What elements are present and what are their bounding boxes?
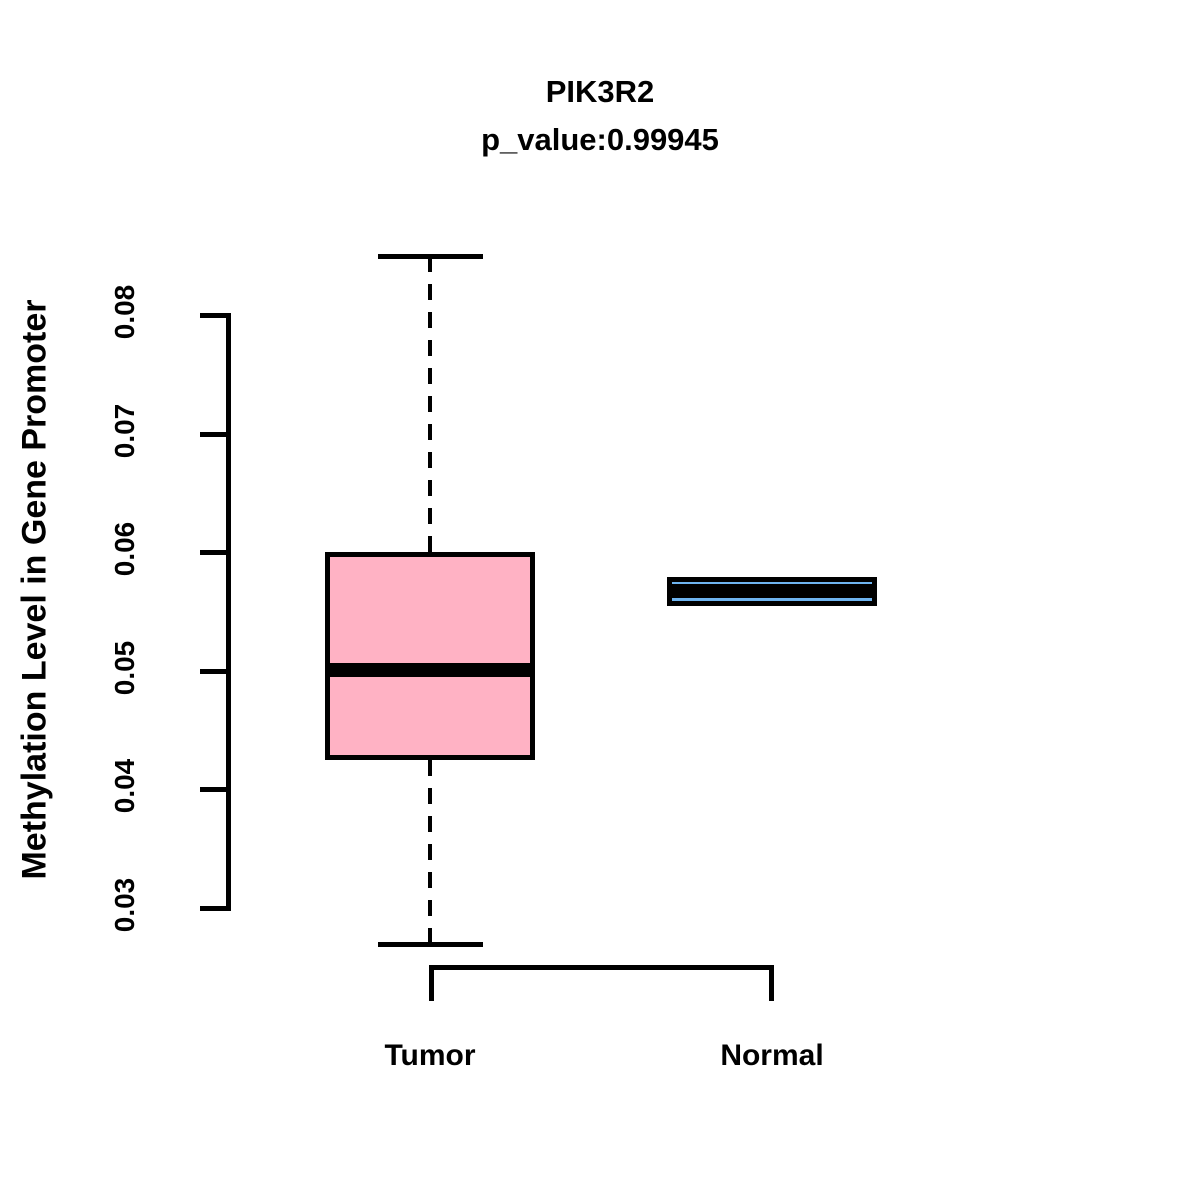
y-tick-0.05 <box>200 668 227 674</box>
whisker-upper-tumor <box>428 255 432 553</box>
y-tick-0.08 <box>200 313 227 318</box>
y-tick-label-0.05: 0.05 <box>109 640 140 696</box>
y-tick-0.03 <box>200 906 227 911</box>
x-tick-label-normal: Normal <box>720 1039 824 1072</box>
y-tick-label-0.07: 0.07 <box>109 403 140 458</box>
y-tick-label-0.03: 0.03 <box>109 877 140 933</box>
y-tick-label-0.06: 0.06 <box>109 521 140 577</box>
box-tumor <box>325 552 535 760</box>
y-tick-0.04 <box>200 787 227 793</box>
y-tick-0.06 <box>200 550 227 556</box>
chart-title: PIK3R2 <box>545 74 655 109</box>
y-tick-label-0.04: 0.04 <box>109 759 140 814</box>
median-line-tumor <box>325 662 535 677</box>
median-line-normal <box>667 584 877 599</box>
y-tick-0.07 <box>200 431 227 437</box>
chart-subtitle-pvalue: p_value:0.99945 <box>481 122 719 157</box>
x-axis-line <box>429 965 774 970</box>
x-axis-right-tick <box>769 965 774 1001</box>
x-tick-label-tumor: Tumor <box>384 1039 476 1072</box>
whisker-cap-lower-tumor <box>377 941 483 947</box>
whisker-cap-upper-tumor <box>377 253 483 259</box>
y-tick-label-0.08: 0.08 <box>109 284 140 340</box>
whisker-lower-tumor <box>428 759 432 944</box>
x-axis-left-tick <box>429 965 434 1001</box>
y-axis-title: Methylation Level in Gene Promoter <box>15 299 54 880</box>
y-axis-line <box>226 313 231 911</box>
